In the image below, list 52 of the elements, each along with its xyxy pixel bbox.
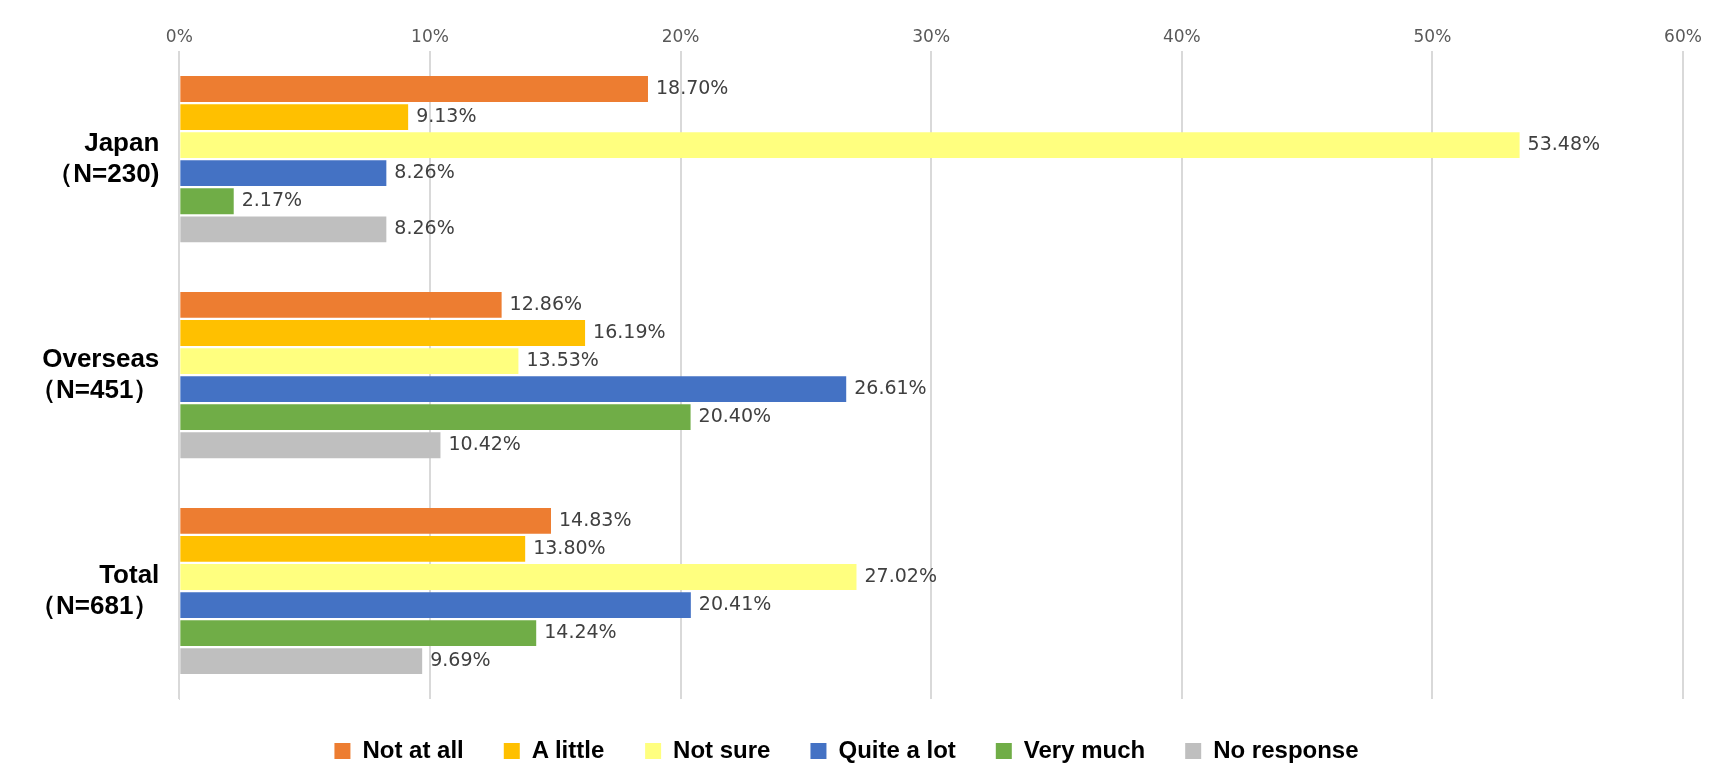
legend-label: Quite a lot xyxy=(838,735,956,763)
x-tick-label: 40% xyxy=(1162,26,1201,47)
bar xyxy=(180,160,387,187)
bar xyxy=(180,404,691,431)
data-label: 16.19% xyxy=(593,319,666,342)
x-tick-label: 10% xyxy=(411,26,449,47)
y-tick-label: Japan （N=230) xyxy=(47,126,160,188)
data-label: 26.61% xyxy=(854,376,927,399)
bar xyxy=(180,104,409,130)
bar xyxy=(180,76,648,102)
data-label: 9.69% xyxy=(430,648,491,671)
x-tick-label: 30% xyxy=(912,26,951,47)
legend-label: No response xyxy=(1213,735,1359,763)
legend-label: Not at all xyxy=(362,735,464,763)
data-label: 14.24% xyxy=(544,620,617,643)
data-label: 8.26% xyxy=(394,160,455,183)
data-label: 14.83% xyxy=(558,507,632,530)
bar xyxy=(180,132,1520,159)
legend-label: Very much xyxy=(1023,735,1146,763)
bar xyxy=(180,216,387,243)
bar xyxy=(180,564,857,590)
data-label: 10.42% xyxy=(448,432,521,455)
data-label: 18.70% xyxy=(655,75,729,98)
bar xyxy=(180,320,586,346)
bar xyxy=(180,292,502,318)
data-label: 8.26% xyxy=(394,216,455,239)
bar xyxy=(180,592,691,618)
bar xyxy=(180,432,441,459)
data-label: 9.13% xyxy=(416,104,477,126)
bar xyxy=(180,376,847,403)
data-label: 13.53% xyxy=(526,348,599,370)
data-label: 20.40% xyxy=(698,404,772,427)
data-label: 53.48% xyxy=(1527,132,1601,155)
x-tick-label: 20% xyxy=(661,26,700,47)
x-tick-label: 0% xyxy=(165,26,193,47)
legend-label: A little xyxy=(531,735,605,763)
y-tick-label: Overseas （N=451） xyxy=(30,342,160,404)
bar xyxy=(180,188,234,215)
data-label: 12.86% xyxy=(509,291,583,314)
bar xyxy=(180,348,519,374)
x-tick-label: 60% xyxy=(1664,26,1702,47)
x-tick-label: 50% xyxy=(1413,26,1452,47)
legend-label: Not sure xyxy=(673,735,771,763)
y-tick-label: Total （N=681） xyxy=(30,558,160,620)
data-label: 2.17% xyxy=(241,188,303,211)
data-label: 13.80% xyxy=(533,535,606,558)
data-label: 27.02% xyxy=(864,563,937,586)
bar xyxy=(180,507,551,534)
bar xyxy=(180,536,526,562)
bar xyxy=(180,648,423,675)
data-label: 20.41% xyxy=(698,592,772,615)
bar xyxy=(180,620,537,647)
